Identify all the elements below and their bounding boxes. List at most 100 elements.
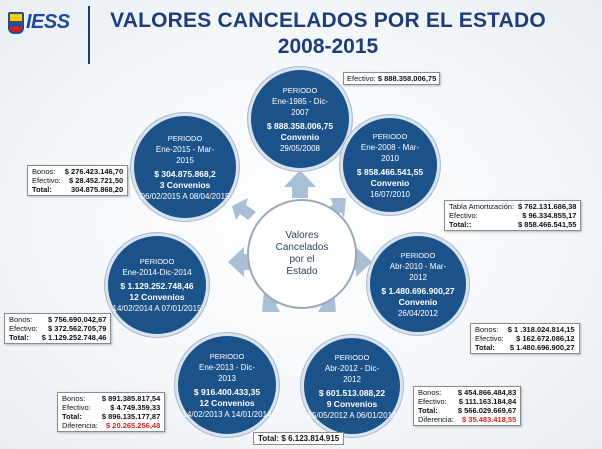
period-label: PERIODO [167, 133, 203, 143]
box-label: Diferencia: [418, 415, 454, 424]
box-value: $ 28.452.721,50 [68, 176, 124, 185]
period-date: 29/05/2008 [279, 143, 321, 153]
box-label: Tabla Amortización: [449, 202, 515, 211]
period-label: PERIODO [209, 351, 245, 361]
page-subtitle: 2008-2015 [277, 35, 379, 58]
center-line: por el [289, 254, 315, 265]
grand-total: Total: $ 6.123.814.915 [253, 432, 345, 445]
period-label: PERIODO [139, 257, 175, 266]
crest-icon [8, 12, 24, 34]
period-circle: PERIODO Ene-2015 - Mar-2015 $ 304.875.86… [134, 116, 236, 218]
box-value: $ 762.131.686,38 [518, 202, 577, 211]
box-value: $ 96.334.855,17 [522, 211, 577, 220]
box-label: Total: [475, 343, 495, 352]
period-label: PERIODO [282, 85, 318, 95]
arrow-upper-left-icon [232, 198, 256, 220]
box-value: $ 896.135.177,87 [101, 412, 161, 421]
box-value: $ 4.749.359,33 [110, 403, 161, 412]
period-convenio: 12 Convenios [199, 397, 255, 408]
box-value: $ 1 .318.024.814,15 [507, 325, 575, 334]
arrow-up-icon [284, 170, 316, 198]
box-value: $ 888.358.006,75 [377, 74, 437, 83]
period-range: Abr-2012 - Dic-2012 [324, 363, 380, 384]
period-label: PERIODO [372, 131, 408, 141]
box-label: Efectivo: [62, 403, 91, 412]
period-amount: $ 1.129.252.748,46 [120, 281, 194, 291]
period-convenio: 3 Convenios [159, 179, 211, 190]
period-date: 14/02/2013 A 14/01/2014 [182, 409, 272, 419]
page-title: VALORES CANCELADOS POR EL ESTADO [110, 9, 546, 32]
detail-box: Bonos: $ 891.385.817,54 Efectivo: $ 4.749.… [57, 392, 166, 432]
period-range: Ene-2015 - Mar-2015 [155, 144, 215, 165]
detail-box: Bonos: $ 756.690.042,67 Efectivo: $ 372.56… [4, 313, 112, 344]
box-label: Total: [32, 185, 52, 194]
period-range: Ene-2008 - Mar-2010 [360, 142, 420, 163]
logo-text: IESS [26, 11, 70, 33]
detail-box: Efectivo: $ 888.358.006,75 [343, 72, 441, 85]
period-convenio: Convenio [370, 177, 410, 188]
box-label: Efectivo: [449, 211, 478, 220]
box-label: Bonos: [418, 388, 442, 397]
period-date: 06/02/2015 A 08/04/2015 [140, 191, 230, 201]
box-label: Bonos: [32, 167, 56, 176]
iess-logo: IESS [8, 10, 86, 36]
detail-box: Tabla Amortización: $ 762.131.686,38 Efec… [444, 200, 582, 231]
center-line: Valores [285, 230, 319, 241]
period-amount: $ 888.358.006,75 [266, 120, 334, 131]
period-amount: $ 916.400.433,35 [193, 386, 261, 397]
box-value: $ 891.385.817,54 [101, 394, 161, 403]
box-label: Efectivo: [347, 74, 376, 83]
period-circle: PERIODO Ene-2008 - Mar-2010 $ 858.466.54… [343, 118, 437, 212]
box-label: Total: [62, 412, 82, 421]
period-date: 15/05/2012 A 06/01/2013 [307, 410, 397, 420]
period-date: 14/02/2014 A 07/01/2015 [112, 304, 202, 313]
period-label: PERIODO [334, 352, 370, 362]
box-value: $ 566.029.669,67 [457, 406, 517, 415]
box-label: Total: [418, 406, 438, 415]
period-circle: PERIODO Abr-2012 - Dic-2012 $ 601.513.08… [304, 338, 400, 434]
box-label: Efectivo: [9, 324, 38, 333]
center-line: Estado [286, 266, 318, 277]
period-range: Ene-1985 - Dic-2007 [271, 96, 329, 117]
period-range: Ene-2014-Dic-2014 [122, 268, 192, 277]
header-divider [88, 6, 90, 64]
box-label: Total: [9, 333, 29, 342]
period-amount: $ 304.875.868,2 [154, 168, 216, 179]
box-label: Bonos: [475, 325, 499, 334]
period-amount: $ 1.480.696.900,27 [381, 285, 455, 296]
box-value: $ 756.690.042,67 [48, 315, 107, 324]
difference-value: $ 35.483.418,55 [462, 415, 517, 424]
period-circle: PERIODO Ene-2013 - Dic-2013 $ 916.400.43… [178, 336, 276, 434]
difference-value: $ 20.265.256,48 [106, 421, 161, 430]
center-circle: Valores Cancelados por el Estado [247, 199, 357, 309]
box-value: $ 1.480.696.900,27 [509, 343, 575, 352]
period-label: PERIODO [400, 250, 436, 260]
period-circle: PERIODO Ene-1985 - Dic-2007 $ 888.358.00… [251, 70, 349, 168]
period-amount: $ 601.513.088,22 [318, 387, 386, 398]
period-circle: PERIODO Abr-2010 - Mar-2012 $ 1.480.696.… [370, 236, 466, 332]
box-value: $ 454.866.484,83 [457, 388, 517, 397]
box-value: $ 162.672.086,12 [516, 334, 575, 343]
period-date: 26/04/2012 [397, 308, 439, 318]
box-label: Efectivo: [32, 176, 61, 185]
box-value: $ 372.562.705,79 [48, 324, 107, 333]
period-range: Abr-2010 - Mar-2012 [389, 261, 447, 282]
box-value: $ 111.163.184,84 [458, 397, 517, 406]
detail-box: Bonos: $ 276.423.146,70 Efectivo: $ 28.452… [27, 165, 129, 196]
box-label: Bonos: [9, 315, 33, 324]
box-label: Efectivo: [418, 397, 447, 406]
box-value: 304.875.868,20 [71, 185, 124, 194]
box-label: Diferencia: [62, 421, 98, 430]
box-label: Bonos: [62, 394, 86, 403]
period-date: 16/07/2010 [369, 189, 411, 199]
detail-box: Bonos: $ 454.866.484,83 Efectivo: $ 111.16… [413, 386, 522, 426]
period-convenio: 12 Convenios [129, 292, 185, 302]
box-value: $ 858.466.541,55 [518, 220, 577, 229]
period-amount: $ 858.466.541,55 [356, 166, 424, 177]
period-convenio: 9 Convenios [326, 398, 378, 409]
period-convenio: Convenio [398, 296, 438, 307]
detail-box: Bonos: $ 1 .318.024.814,15 Efectivo: $ 162… [470, 323, 580, 354]
period-convenio: Convenio [280, 131, 320, 142]
box-label: Efectivo: [475, 334, 504, 343]
